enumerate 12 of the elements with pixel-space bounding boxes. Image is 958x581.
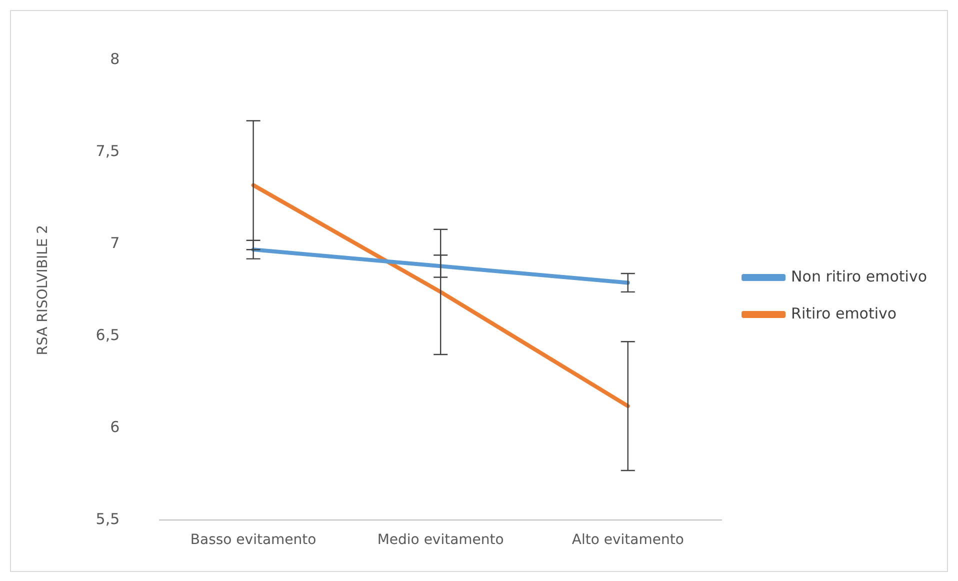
x-tick-label: Alto evitamento [572,532,684,548]
legend-label: Ritiro emotivo [791,304,897,322]
x-tick-label: Medio evitamento [377,532,504,548]
y-tick-label: 6 [110,418,120,436]
y-tick-label: 7 [110,234,120,252]
y-tick-label: 6,5 [96,326,120,344]
x-tick-label: Basso evitamento [190,532,316,548]
y-tick-label: 5,5 [96,510,120,528]
y-axis-title: RSA RISOLVIBILE 2 [35,224,52,356]
legend-label: Non ritiro emotivo [791,267,928,286]
y-tick-label: 7,5 [96,142,120,160]
y-tick-label: 8 [110,50,120,68]
